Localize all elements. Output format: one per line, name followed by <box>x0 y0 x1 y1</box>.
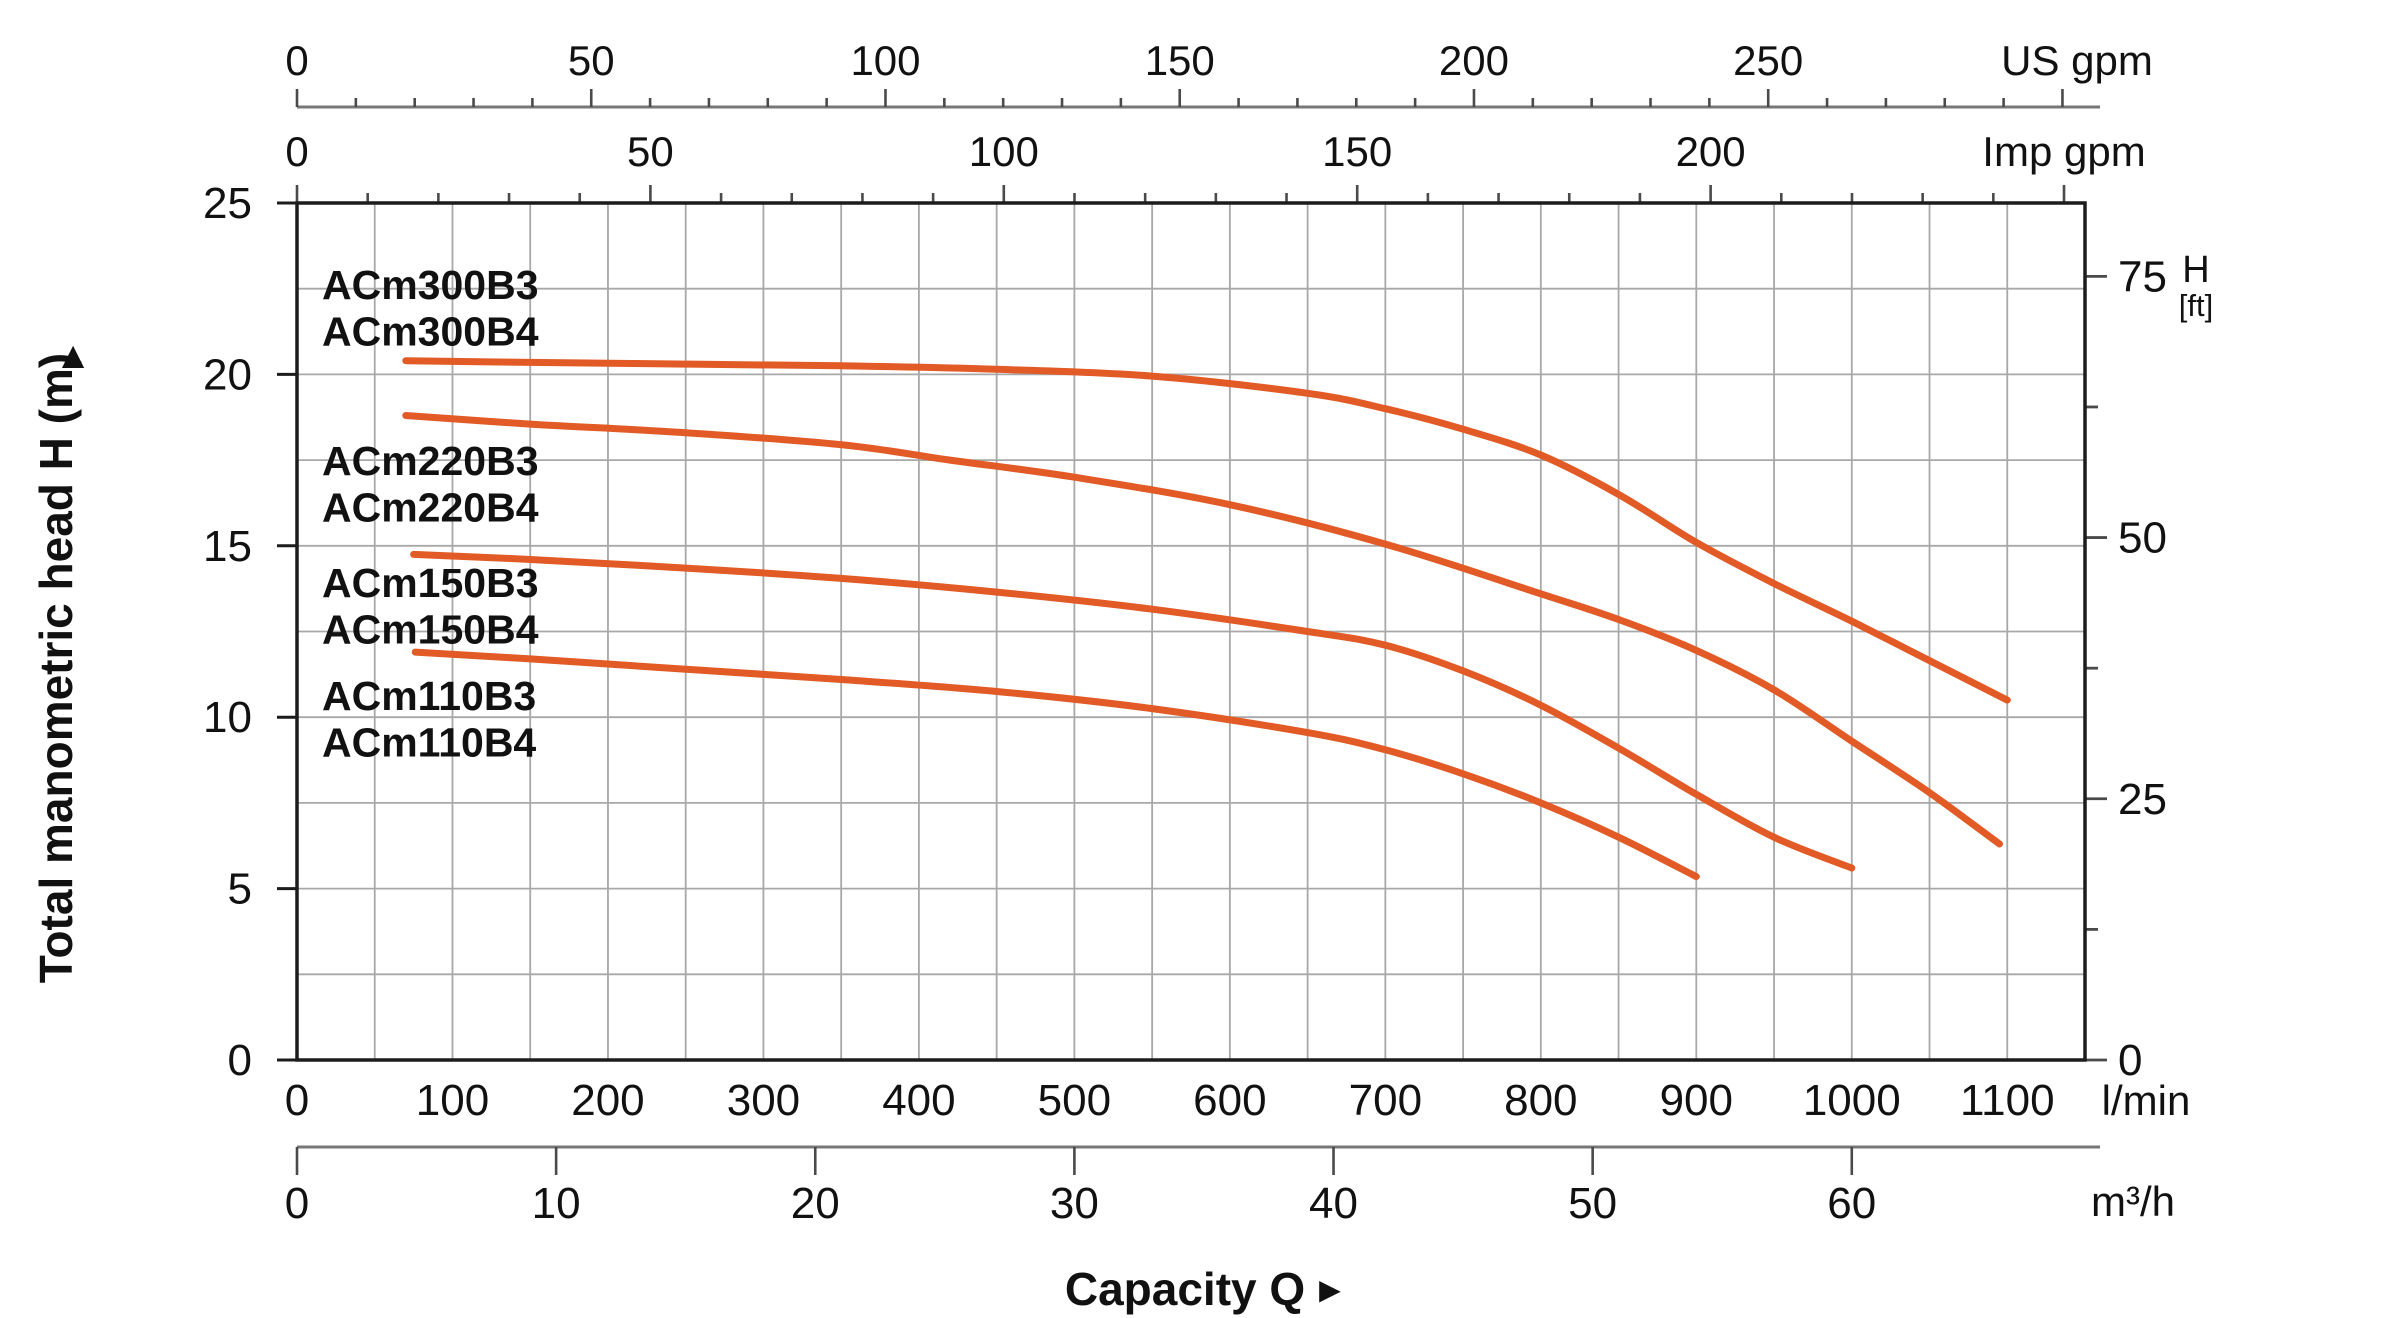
head-ft-tick-label: 0 <box>2118 1036 2142 1085</box>
head-m-tick-label: 0 <box>228 1036 252 1085</box>
imp-gpm-tick-label: 0 <box>285 128 308 175</box>
curve-ACm150 <box>410 550 1856 872</box>
m3h-tick-label: 60 <box>1827 1179 1876 1228</box>
imp-gpm-tick-label: 50 <box>627 128 674 175</box>
m3h-tick-label: 30 <box>1050 1179 1099 1228</box>
curve-label-line: ACm300B3 <box>322 262 539 308</box>
m3h-axis: 0 10 20 30 40 50 60 m³/h <box>285 1145 2175 1228</box>
lmin-axis: 0 100 200 300 400 500 600 700 800 900 1000 1100 l/mi… <box>285 1076 2191 1125</box>
lmin-tick-label: 800 <box>1504 1076 1577 1125</box>
head-ft-axis-unit: [ft] <box>2179 288 2213 323</box>
us-gpm-tick-label: 0 <box>285 37 308 84</box>
imp-gpm-tick-label: 200 <box>1676 128 1746 175</box>
head-m-tick-label: 20 <box>203 350 252 399</box>
lmin-tick-label: 700 <box>1349 1076 1422 1125</box>
pump-curve-ACm110 <box>411 648 1700 881</box>
imp-gpm-axis: 0 50 100 150 200 Imp gpm <box>285 128 2146 203</box>
grid-lines <box>297 203 2085 1060</box>
lmin-tick-label: 1000 <box>1803 1076 1901 1125</box>
curve-label-line: ACm110B3 <box>322 673 536 719</box>
lmin-tick-label: 200 <box>571 1076 644 1125</box>
head-ft-tick-label: 25 <box>2118 775 2167 824</box>
curve-label-line: ACm110B4 <box>322 720 536 766</box>
head-ft-tick-label: 50 <box>2118 514 2167 563</box>
m3h-tick-label: 20 <box>791 1179 840 1228</box>
imp-gpm-tick-label: 150 <box>1322 128 1392 175</box>
lmin-tick-label: 900 <box>1660 1076 1733 1125</box>
capacity-axis-title: Capacity Q ► <box>1065 1263 1348 1315</box>
us-gpm-tick-label: 200 <box>1439 37 1509 84</box>
lmin-tick-label: 500 <box>1038 1076 1111 1125</box>
m3h-tick-label: 50 <box>1568 1179 1617 1228</box>
curve-label-line: ACm150B3 <box>322 560 539 606</box>
m3h-tick-label: 0 <box>285 1179 309 1228</box>
curve-ACm300 <box>402 357 2011 704</box>
m3h-unit-label: m³/h <box>2091 1178 2175 1225</box>
pump-curve-ACm300 <box>402 357 2011 704</box>
curve-ACm220 <box>402 412 2003 848</box>
x-axis-arrow-icon: ► <box>1312 1269 1348 1310</box>
us-gpm-tick-label: 50 <box>568 37 615 84</box>
plot-frame <box>295 201 2087 1062</box>
us-gpm-axis: 0 50 100 150 200 250 US gpm <box>285 37 2153 109</box>
pump-curve-ACm150 <box>410 550 1856 872</box>
head-m-axis: 0 5 10 15 20 25 <box>203 179 297 1085</box>
lmin-tick-label: 100 <box>416 1076 489 1125</box>
curve-label-line: ACm220B3 <box>322 438 539 484</box>
head-ft-axis: 0 25 50 75 H[ft] <box>2085 249 2213 1085</box>
us-gpm-unit-label: US gpm <box>2001 37 2153 84</box>
curve-ACm110 <box>411 648 1700 881</box>
lmin-tick-label: 1100 <box>1960 1076 2055 1125</box>
curve-label-line: ACm150B4 <box>322 607 539 653</box>
us-gpm-tick-label: 150 <box>1145 37 1215 84</box>
m3h-tick-label: 10 <box>532 1179 581 1228</box>
y-axis-arrow-icon: ▲ <box>54 335 92 377</box>
us-gpm-tick-label: 250 <box>1733 37 1803 84</box>
head-m-tick-label: 15 <box>203 522 252 571</box>
head-m-tick-label: 10 <box>203 693 252 742</box>
head-ft-axis-title: H <box>2182 249 2209 291</box>
imp-gpm-tick-label: 100 <box>969 128 1039 175</box>
head-m-tick-label: 5 <box>228 865 252 914</box>
lmin-tick-label: 300 <box>727 1076 800 1125</box>
us-gpm-tick-label: 100 <box>850 37 920 84</box>
imp-gpm-unit-label: Imp gpm <box>1982 128 2145 175</box>
head-axis-title: Total manometric head H (m)▲ <box>30 335 92 983</box>
lmin-tick-label: 400 <box>882 1076 955 1125</box>
lmin-tick-label: 600 <box>1193 1076 1266 1125</box>
lmin-tick-label: 0 <box>285 1076 309 1125</box>
m3h-tick-label: 40 <box>1309 1179 1358 1228</box>
curve-label-line: ACm300B4 <box>322 309 539 355</box>
x-axis-title: Capacity Q <box>1065 1263 1305 1315</box>
head-ft-tick-label: 75 <box>2118 252 2167 301</box>
y-axis-title: Total manometric head H (m) <box>30 353 82 983</box>
lmin-unit-label: l/min <box>2102 1077 2191 1124</box>
head-m-tick-label: 25 <box>203 179 252 228</box>
pump-curve-ACm220 <box>402 412 2003 848</box>
curve-label-line: ACm220B4 <box>322 485 539 531</box>
